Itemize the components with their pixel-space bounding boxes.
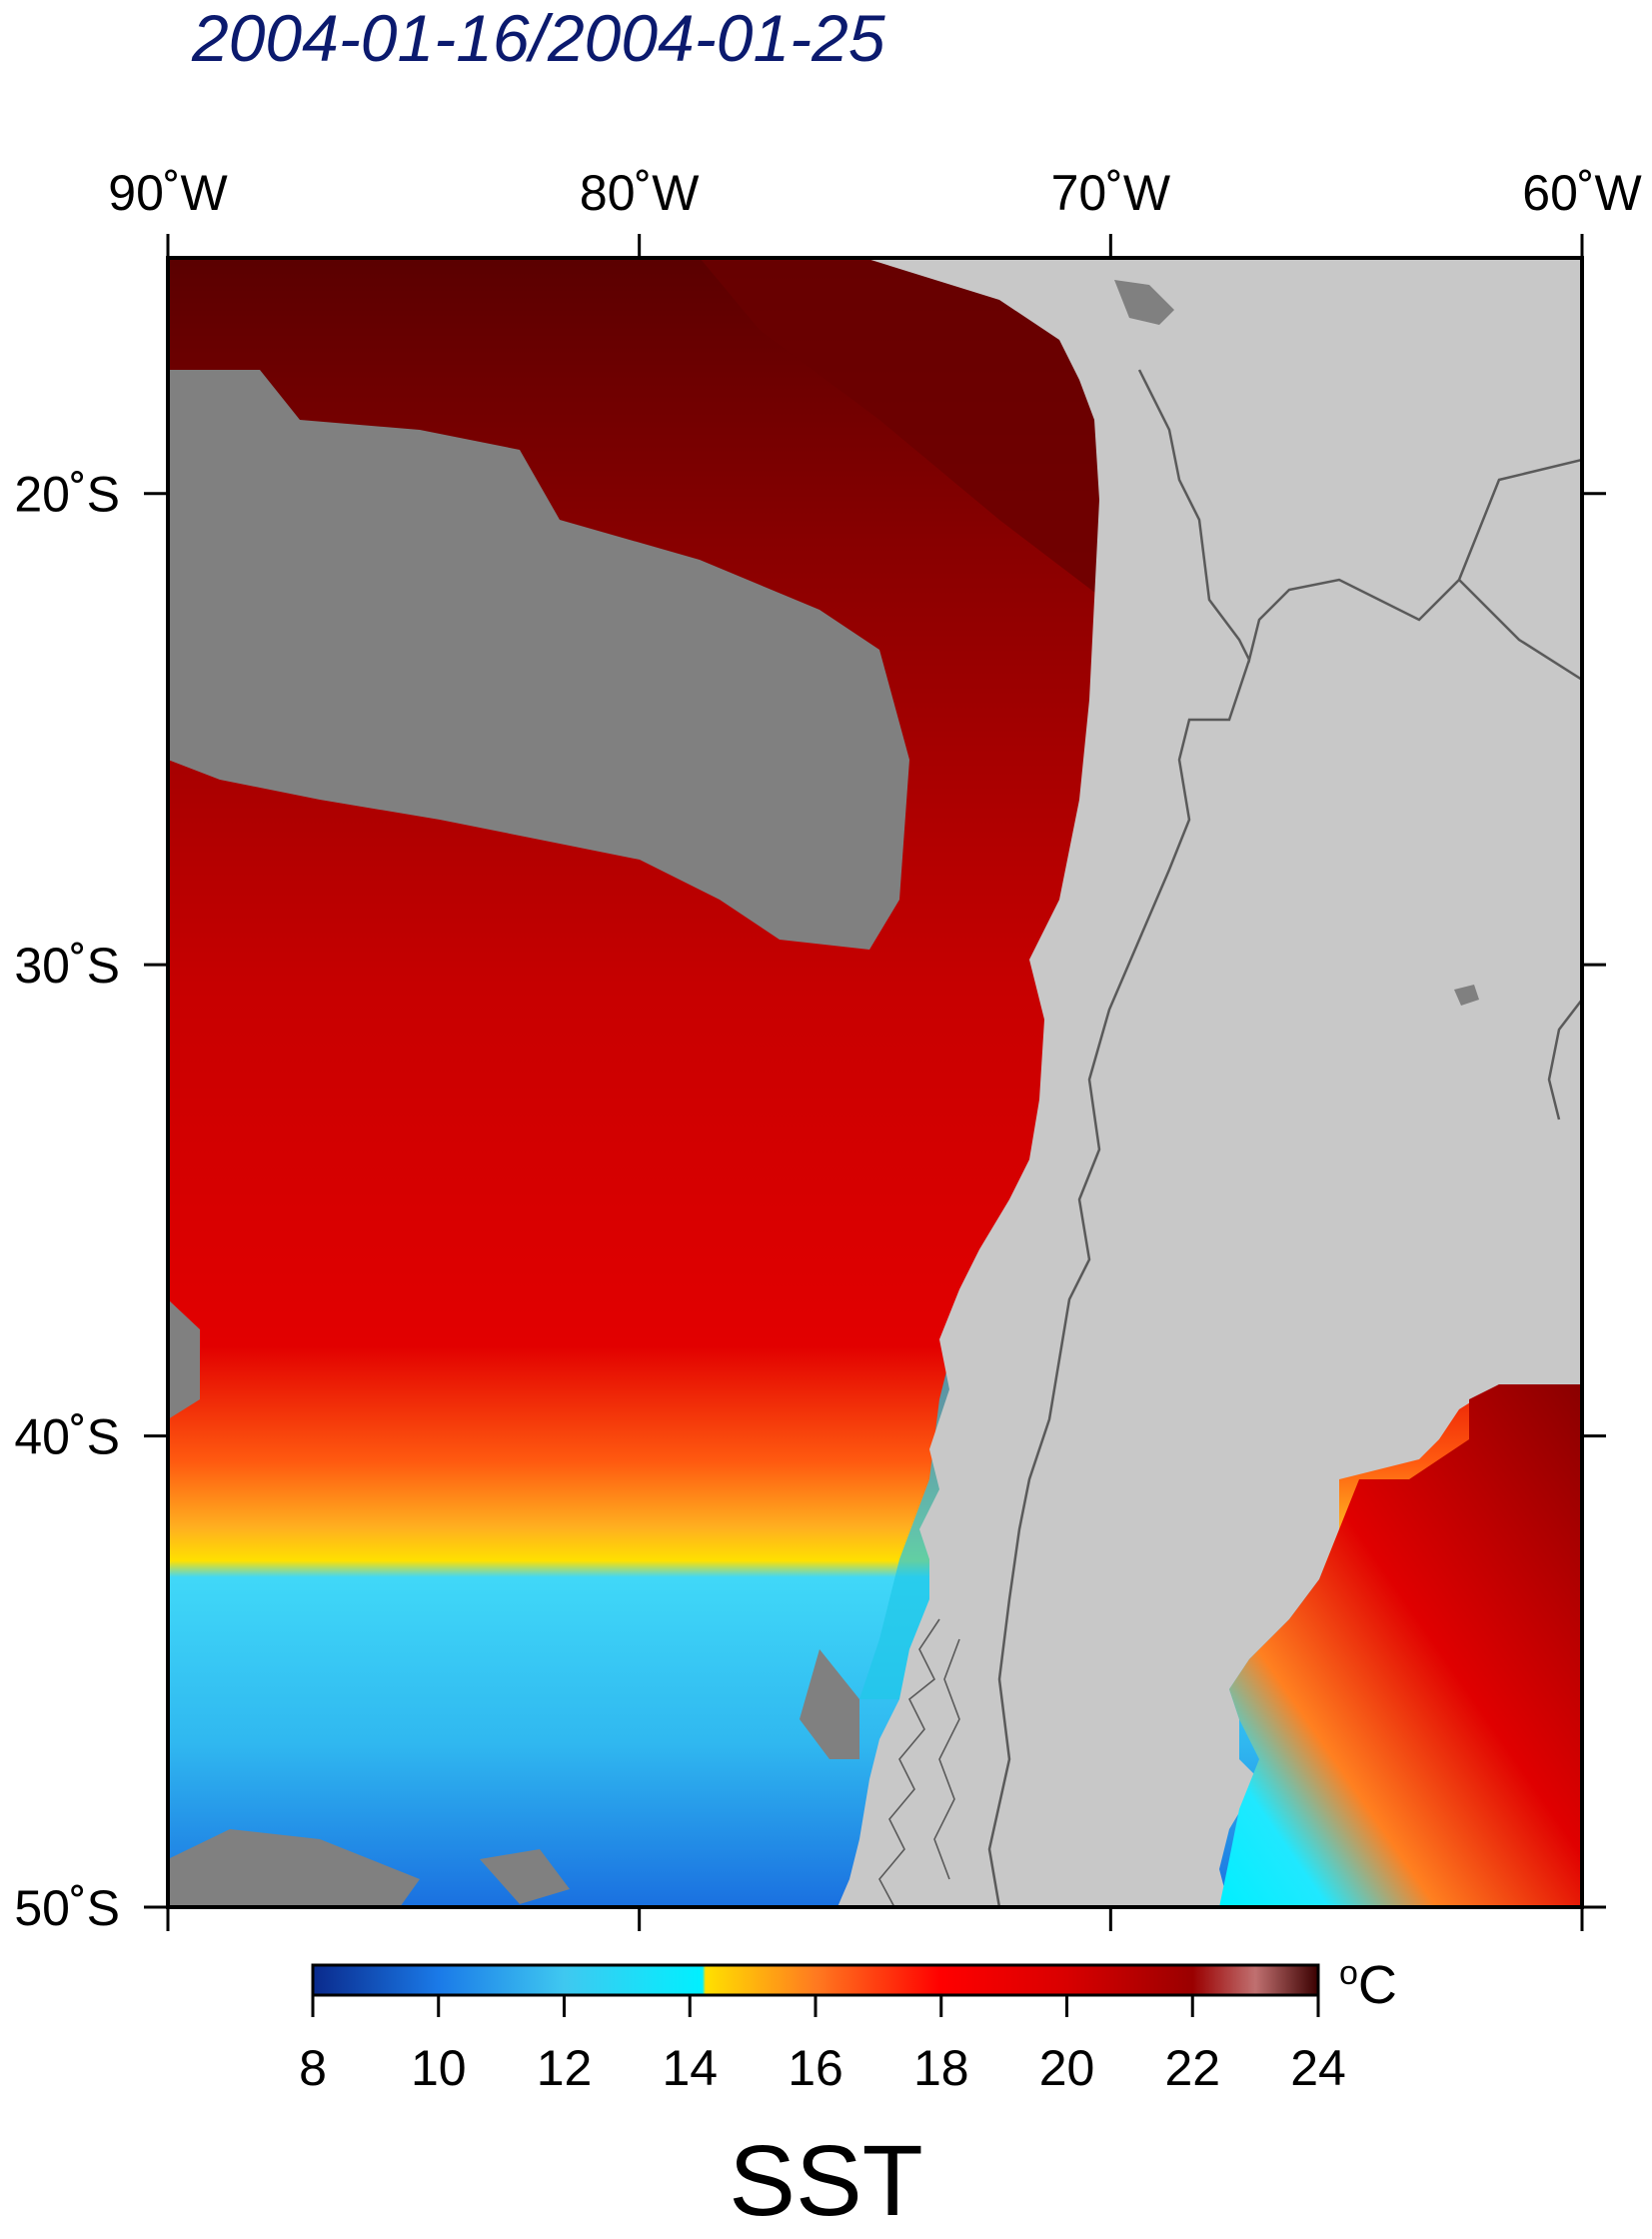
x-tick-label-3: 60˚W: [1522, 165, 1642, 221]
colorbar-tick-label-2: 12: [536, 2040, 593, 2096]
colorbar-tick-label-0: 8: [299, 2040, 327, 2096]
y-tick-label-1: 30˚S: [14, 938, 120, 994]
colorbar-tick-label-1: 10: [410, 2040, 467, 2096]
colorbar-tick-label-4: 16: [788, 2040, 843, 2096]
map-title: 2004-01-16/2004-01-25: [192, 1, 885, 75]
colorbar-tick-label-7: 22: [1164, 2040, 1221, 2096]
y-tick-label-0: 20˚S: [14, 467, 120, 523]
map-area: [168, 258, 1582, 1907]
inland-patch: [1454, 985, 1479, 1006]
atlantic-sst-field: [1219, 1384, 1582, 1907]
axis-ticks: [144, 234, 1606, 1931]
chilean-fjords: [878, 1618, 960, 1907]
country-borders: [987, 369, 1582, 1907]
colorbar-tick-label-5: 18: [912, 2040, 969, 2096]
y-tick-label-2: 40˚S: [14, 1409, 120, 1465]
x-tick-label-2: 70˚W: [1051, 165, 1171, 221]
lake-titicaca: [1114, 280, 1174, 325]
x-tick-label-1: 80˚W: [580, 165, 700, 221]
x-tick-label-0: 90˚W: [108, 165, 228, 221]
warm-core-region: [700, 258, 1104, 600]
variable-label: SST: [729, 2125, 923, 2237]
unit-label: oC: [1339, 1954, 1397, 2015]
axis-tick-labels: 90˚W 80˚W 70˚W 60˚W 20˚S 30˚S 40˚S 50˚S: [14, 165, 1642, 1936]
y-tick-label-3: 50˚S: [14, 1880, 120, 1936]
colorbar-tick-label-6: 20: [1038, 2040, 1095, 2096]
colorbar-tick-label-3: 14: [662, 2040, 719, 2096]
cloud-cover: [168, 370, 909, 1907]
colorbar: [311, 1963, 1320, 1997]
colorbar-tick-label-8: 24: [1290, 2040, 1346, 2096]
south-america-land: [837, 258, 1582, 1907]
map-frame: [166, 256, 1584, 1909]
colorbar-ticks: [311, 1995, 1320, 2017]
